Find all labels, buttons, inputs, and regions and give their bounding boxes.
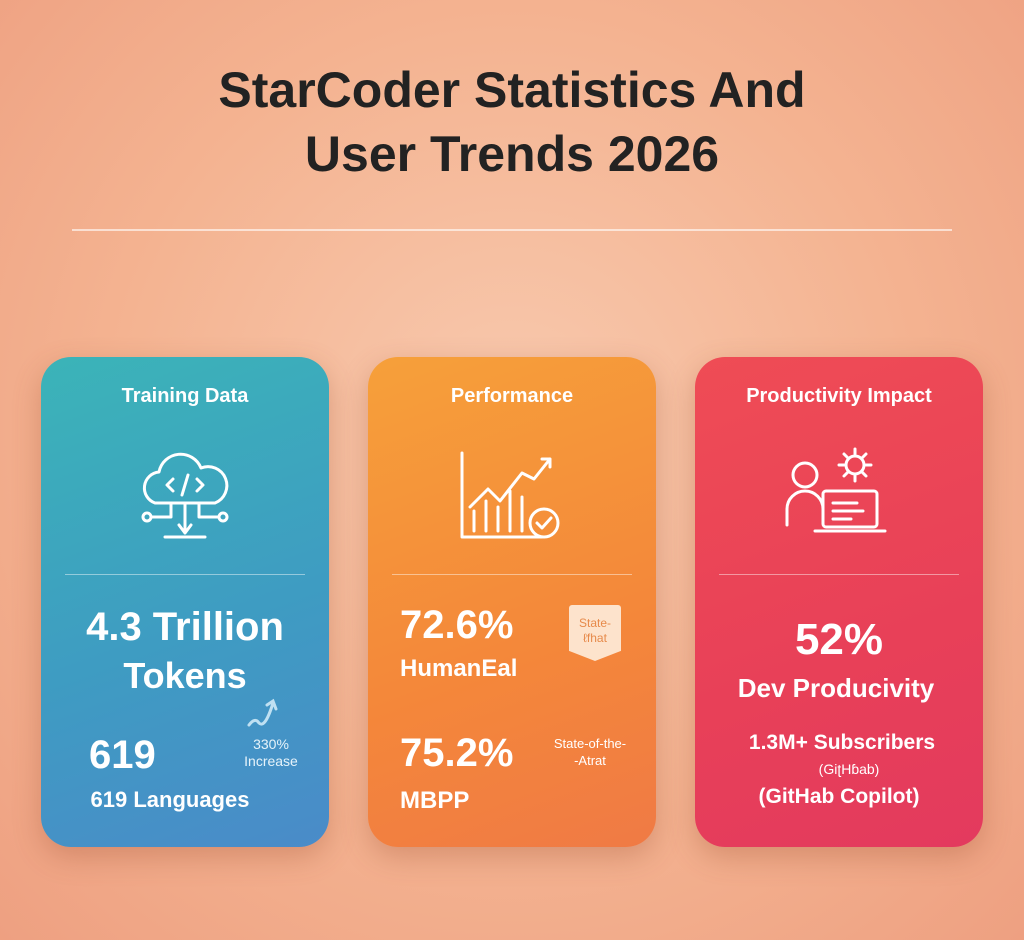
badge-line-1: State-: [578, 616, 611, 630]
card-divider: [392, 574, 632, 575]
state-badge: State- ℓfhat: [569, 605, 621, 661]
trend-badge: 330% Increase: [231, 736, 311, 770]
productivity-value: 52%: [794, 615, 884, 664]
tokens-value: 4.3 Trillion: [86, 605, 284, 649]
chart-check-icon: [460, 451, 560, 539]
note-line-2: -Atrat: [574, 753, 606, 768]
title-line-1: StarCoder Statistics And: [218, 62, 806, 118]
mbpp-label: MBPP: [400, 787, 470, 814]
subscribers-note: (GiʈHɓab): [818, 761, 880, 777]
developer-laptop-gear-icon: [785, 447, 887, 533]
page-title: StarCoder Statistics And User Trends 202…: [0, 58, 1024, 186]
subscribers-source: (GitHab Copilot): [758, 785, 920, 808]
humaneval-label: HumanEal: [400, 655, 518, 682]
languages-label: 619 Languages: [90, 787, 250, 812]
languages-number: 619: [89, 733, 156, 777]
card-heading: Productivity Impact: [746, 385, 932, 407]
card-productivity-impact: Productivity Impact 52% Dev Producivity …: [695, 357, 983, 847]
card-heading: Training Data: [121, 385, 249, 407]
cloud-code-icon: [141, 452, 229, 539]
trend-label: Increase: [244, 753, 298, 769]
card-performance: Performance 72.6% HumanEal State- ℓfhat …: [368, 357, 656, 847]
trend-up-arrow-icon: [247, 698, 278, 727]
card-heading: Performance: [450, 385, 574, 407]
trend-value: 330%: [253, 736, 289, 752]
card-training-data: Training Data 4.3 Trillion Tokens 330% I…: [41, 357, 329, 847]
productivity-label: Dev Producivity: [737, 673, 935, 703]
mbpp-value: 75.2%: [400, 731, 514, 775]
title-line-2: User Trends 2026: [304, 126, 720, 182]
humaneval-value: 72.6%: [400, 603, 514, 647]
title-divider: [72, 229, 952, 231]
note-line-1: State-of-the-: [553, 736, 627, 751]
badge-line-2: ℓfhat: [583, 631, 607, 645]
tokens-label: Tokens: [123, 655, 247, 696]
card-divider: [65, 574, 305, 575]
subscribers-count: 1.3M+ Subscribers: [748, 731, 936, 754]
card-divider: [719, 574, 959, 575]
state-note: State-of-the- -Atrat: [544, 735, 636, 769]
